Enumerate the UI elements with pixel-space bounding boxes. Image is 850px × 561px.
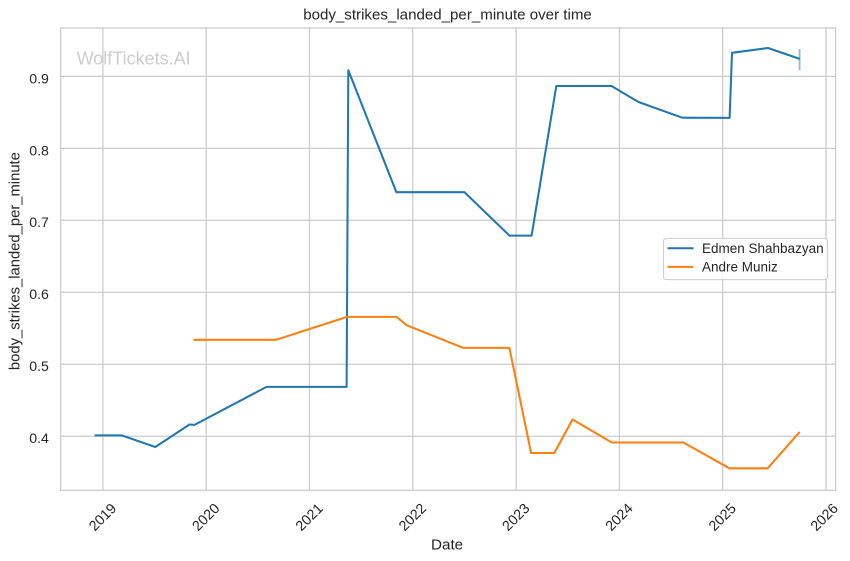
svg-text:body_strikes_landed_per_minute: body_strikes_landed_per_minute [7,152,23,370]
svg-text:body_strikes_landed_per_minute: body_strikes_landed_per_minute over time [303,7,592,24]
svg-text:0.4: 0.4 [29,430,49,446]
svg-text:0.7: 0.7 [29,214,49,230]
svg-text:Andre Muniz: Andre Muniz [702,260,778,275]
svg-text:Edmen Shahbazyan: Edmen Shahbazyan [702,241,824,256]
svg-text:Date: Date [431,537,463,554]
svg-text:0.8: 0.8 [29,142,49,158]
svg-text:0.5: 0.5 [29,358,49,374]
svg-text:0.6: 0.6 [29,286,49,302]
svg-text:WolfTickets.AI: WolfTickets.AI [77,49,191,69]
svg-text:0.9: 0.9 [29,70,49,86]
